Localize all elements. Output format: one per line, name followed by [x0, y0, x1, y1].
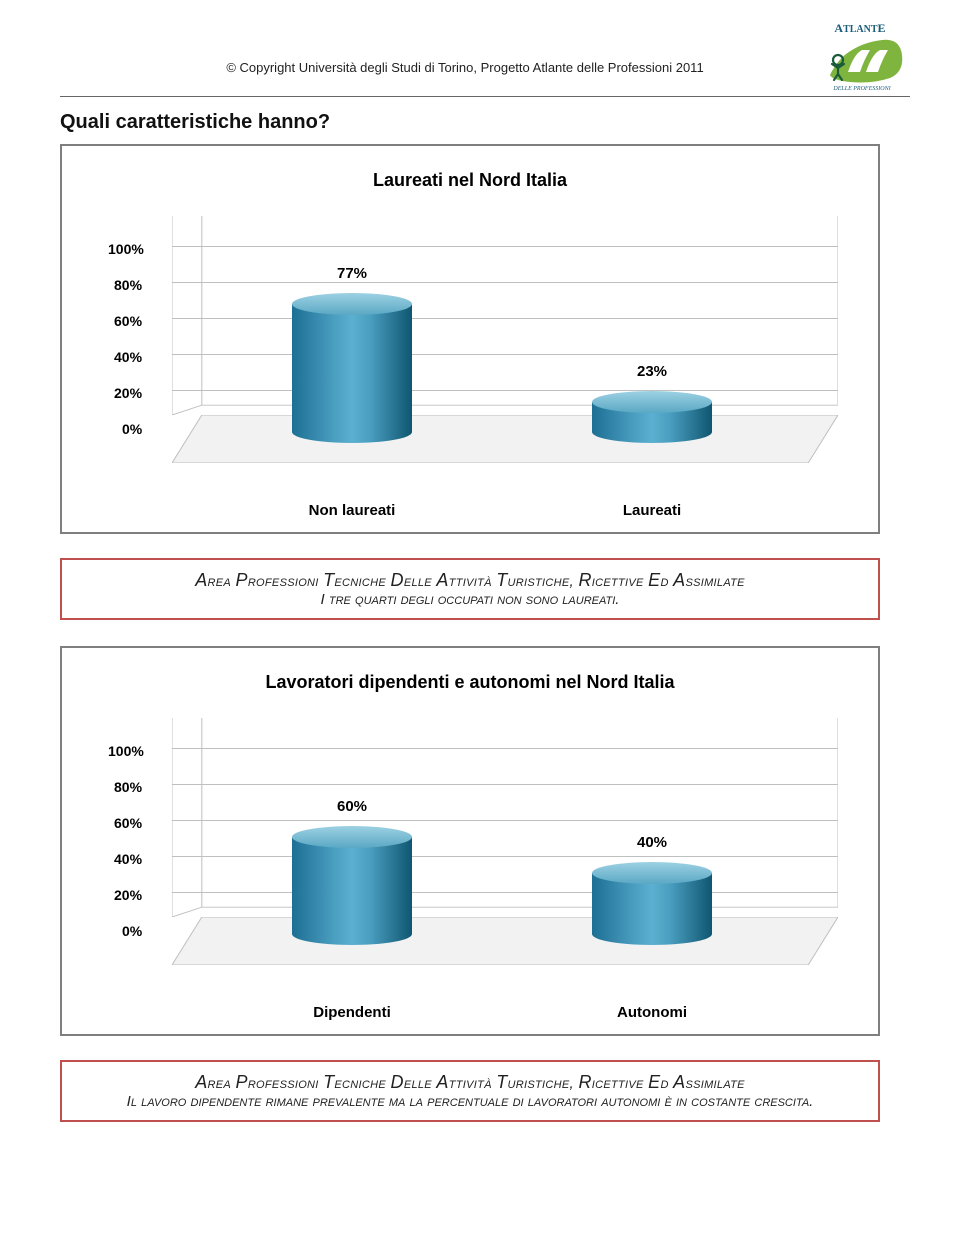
caption-body: I tre quarti degli occupati non sono lau…: [76, 591, 864, 608]
y-tick: 80%: [114, 779, 142, 795]
grid-line: [172, 820, 838, 821]
bar-value-label: 60%: [292, 798, 412, 815]
bar-value-label: 77%: [292, 265, 412, 282]
caption-box-2: Area Professioni Tecniche Delle Attività…: [60, 1060, 880, 1122]
y-tick: 100%: [108, 743, 144, 759]
y-tick: 40%: [114, 349, 142, 365]
y-tick: 100%: [108, 241, 144, 257]
grid-line: [172, 892, 838, 893]
bar-value-label: 23%: [592, 363, 712, 380]
section-heading: Quali caratteristiche hanno?: [60, 111, 910, 134]
chart-lavoratori: Lavoratori dipendenti e autonomi nel Nor…: [60, 646, 880, 1036]
grid-line: [172, 354, 838, 355]
grid-line: [172, 318, 838, 319]
page-header: © Copyright Università degli Studi di To…: [60, 20, 910, 92]
copyright-text: © Copyright Università degli Studi di To…: [60, 60, 810, 75]
y-tick: 80%: [114, 277, 142, 293]
y-tick: 20%: [114, 385, 142, 401]
caption-body: Il lavoro dipendente rimane prevalente m…: [76, 1093, 864, 1110]
chart-plot-area: 0% 20% 40% 60% 80% 100% 77% Non laureati…: [172, 216, 838, 477]
chart-plot-area: 0% 20% 40% 60% 80% 100% 60% Dipendenti 4…: [172, 718, 838, 979]
y-tick: 60%: [114, 313, 142, 329]
bar-value-label: 40%: [592, 834, 712, 851]
chart-title: Lavoratori dipendenti e autonomi nel Nor…: [62, 672, 878, 693]
caption-title: Area Professioni Tecniche Delle Attività…: [76, 1072, 864, 1093]
chart-floor: [172, 917, 838, 965]
y-tick: 20%: [114, 887, 142, 903]
grid-line: [172, 390, 838, 391]
y-tick: 40%: [114, 851, 142, 867]
atlante-logo: ATLANTE DELLE PROFESSIONI: [810, 20, 910, 92]
chart-laureati: Laureati nel Nord Italia 0% 20% 40% 60% …: [60, 144, 880, 534]
grid-line: [172, 282, 838, 283]
caption-title: Area Professioni Tecniche Delle Attività…: [76, 570, 864, 591]
header-divider: [60, 96, 910, 97]
grid-line: [172, 246, 838, 247]
grid-line: [172, 784, 838, 785]
bar-non-laureati: 77%: [292, 293, 412, 443]
logo-bottom-text: DELLE PROFESSIONI: [832, 86, 891, 92]
y-tick: 60%: [114, 815, 142, 831]
grid-line: [172, 856, 838, 857]
y-tick: 0%: [122, 923, 142, 939]
bar-autonomi: 40%: [592, 862, 712, 945]
bar-laureati: 23%: [592, 391, 712, 443]
chart-title: Laureati nel Nord Italia: [62, 170, 878, 191]
bar-dipendenti: 60%: [292, 826, 412, 945]
logo-top-text: ATLANTE: [834, 21, 885, 35]
category-label: Dipendenti: [252, 1004, 452, 1021]
grid-line: [172, 748, 838, 749]
category-label: Laureati: [552, 502, 752, 519]
category-label: Non laureati: [252, 502, 452, 519]
caption-box-1: Area Professioni Tecniche Delle Attività…: [60, 558, 880, 620]
category-label: Autonomi: [552, 1004, 752, 1021]
y-tick: 0%: [122, 421, 142, 437]
chart-floor: [172, 415, 838, 463]
